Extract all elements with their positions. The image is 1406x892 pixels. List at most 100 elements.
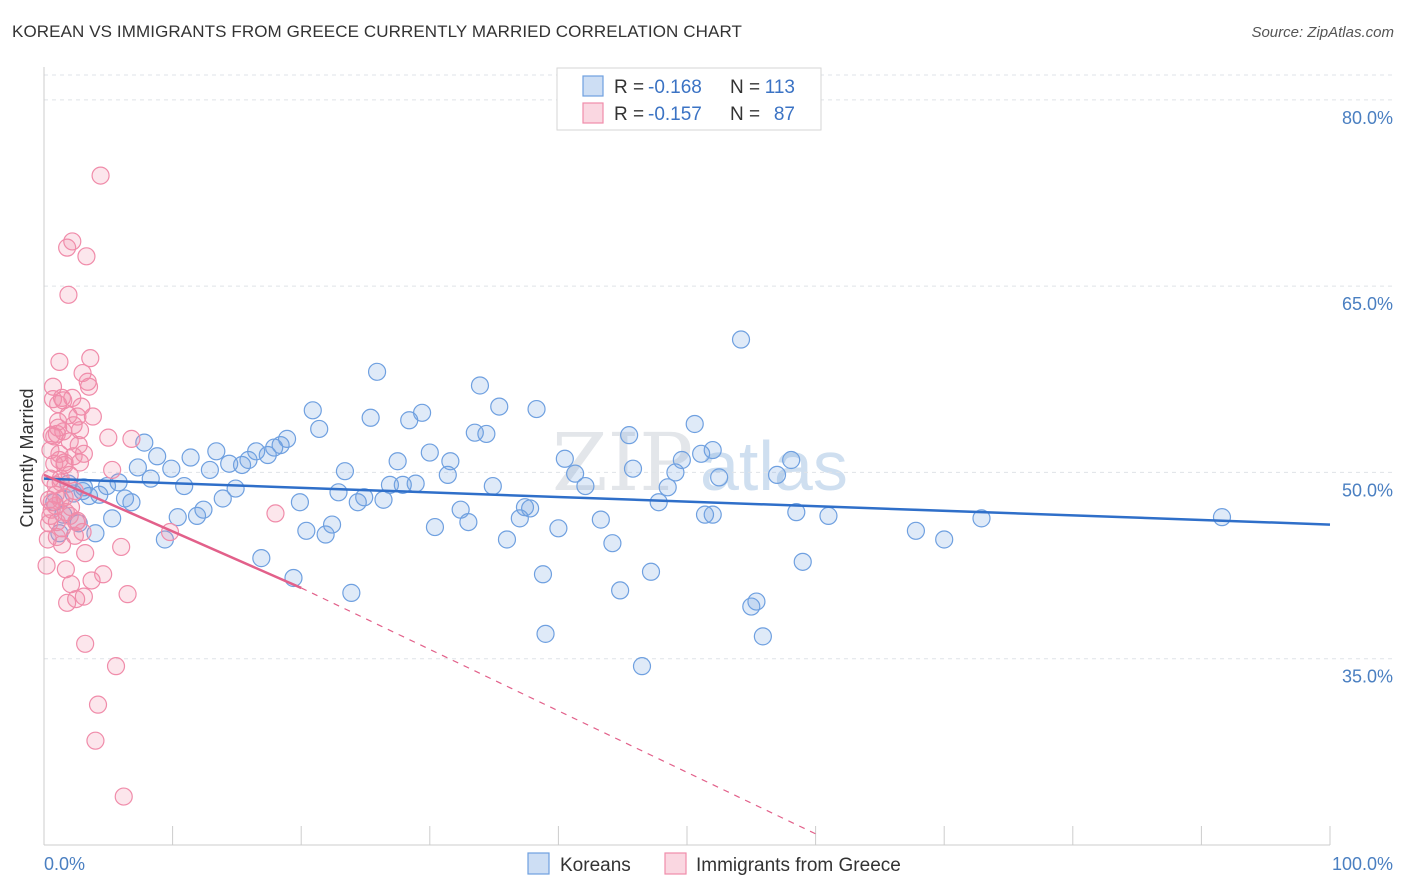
korean-point — [521, 499, 540, 518]
y-tick-label: 50.0% — [1342, 480, 1393, 500]
korean-point — [425, 517, 445, 537]
y-tick-labels: 80.0% 65.0% 50.0% 35.0% — [1342, 108, 1393, 687]
x-tick-label-left: 0.0% — [44, 854, 85, 874]
y-tick-label: 80.0% — [1342, 108, 1393, 128]
greece-point — [112, 537, 131, 557]
korean-point — [412, 403, 432, 422]
greece-point — [42, 500, 61, 519]
greece-point — [77, 247, 96, 266]
korean-point — [361, 408, 380, 427]
korean-point — [335, 462, 355, 481]
korean-point — [168, 508, 187, 527]
greece-point — [94, 565, 113, 584]
korean-point — [342, 583, 361, 602]
korean-point — [388, 452, 407, 471]
korean-point — [393, 475, 412, 494]
greece-point — [72, 397, 91, 416]
greece-point — [91, 166, 110, 185]
korean-point — [685, 414, 704, 434]
bottom-legend: Koreans Immigrants from Greece — [527, 852, 901, 876]
korean-point — [906, 521, 926, 540]
korean-point — [695, 505, 715, 524]
korean-point — [420, 443, 439, 462]
stats-r-label: R = — [614, 77, 644, 98]
korean-point — [465, 423, 484, 442]
greece-point — [41, 506, 60, 525]
stats-n-value: 87 — [774, 104, 795, 125]
korean-point — [747, 592, 766, 611]
gridlines — [44, 74, 1394, 660]
greece-point — [55, 488, 74, 507]
greece-point — [58, 593, 77, 612]
source-credit: Source: ZipAtlas.com — [1251, 24, 1394, 41]
y-tick-label: 65.0% — [1342, 294, 1393, 314]
korean-point — [483, 476, 502, 496]
koreans-trend-line — [43, 477, 1331, 526]
greece-point — [65, 526, 84, 545]
korean-point — [767, 465, 787, 485]
greece-trend-extension — [300, 587, 816, 835]
greece-point — [79, 377, 99, 396]
korean-point — [194, 500, 213, 519]
korean-point — [162, 459, 181, 478]
stats-r-value: -0.157 — [648, 104, 702, 125]
korean-point — [793, 552, 812, 571]
korean-point — [692, 444, 711, 463]
greece-point — [76, 544, 95, 563]
korean-point — [703, 505, 722, 524]
korean-point — [459, 512, 478, 532]
greece-point — [50, 444, 69, 463]
stats-n-value: 113 — [765, 77, 795, 98]
korean-point — [213, 489, 232, 508]
korean-point — [310, 419, 329, 439]
greece-point — [118, 585, 137, 604]
korean-point — [527, 399, 546, 419]
greece-point — [40, 514, 59, 533]
korean-point — [549, 519, 568, 538]
greece-point — [88, 695, 108, 714]
korean-point — [742, 597, 761, 616]
korean-point — [438, 465, 457, 485]
greece-point — [74, 587, 93, 606]
korean-point — [731, 330, 751, 349]
korean-point — [406, 474, 425, 493]
korean-point — [380, 475, 400, 494]
greece-point — [63, 232, 82, 251]
korean-point — [122, 493, 141, 512]
greece-point — [70, 453, 90, 472]
korean-point — [611, 581, 630, 600]
y-axis-label: Currently Married — [17, 388, 37, 527]
watermark: ZIP atlas — [552, 416, 848, 509]
korean-point — [148, 447, 167, 466]
korean-point — [86, 524, 105, 543]
legend-label-greece: Immigrants from Greece — [696, 855, 901, 876]
greece-point — [83, 407, 102, 426]
stats-legend: R = -0.168 N = 113 R = -0.157 N = 87 — [556, 67, 822, 131]
greece-point — [68, 407, 87, 426]
watermark-atlas: atlas — [700, 427, 848, 505]
korean-point — [632, 657, 652, 676]
korean-point — [1212, 508, 1232, 527]
korean-point — [787, 503, 806, 522]
x-tick-label-right: 100.0% — [1332, 854, 1393, 874]
x-tick-labels: 0.0% 100.0% — [44, 854, 1393, 874]
stats-box — [556, 67, 822, 131]
stats-swatch — [582, 102, 604, 124]
legend-label-koreans: Koreans — [560, 855, 631, 876]
korean-point — [220, 454, 239, 473]
korean-point — [555, 449, 574, 468]
greece-point — [70, 421, 90, 440]
stats-n-label: N = — [730, 104, 760, 125]
korean-point — [972, 509, 991, 528]
korean-point — [603, 534, 622, 553]
korean-point — [566, 464, 585, 483]
greece-point — [55, 455, 74, 475]
greece-point — [82, 571, 101, 590]
korean-point — [533, 565, 553, 584]
greece-point — [266, 504, 285, 523]
korean-point — [252, 549, 271, 568]
korean-point — [247, 442, 266, 461]
legend-swatch-koreans — [527, 852, 550, 875]
korean-point — [277, 429, 297, 448]
korean-point — [591, 510, 610, 529]
